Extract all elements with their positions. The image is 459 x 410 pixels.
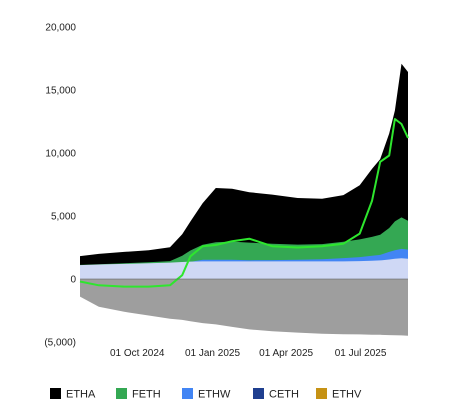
legend-swatch-ethw [182,388,193,399]
x-tick-label: 01 Oct 2024 [110,348,165,359]
y-tick-label: 10,000 [45,149,76,160]
net-flow-line [79,118,409,288]
legend-swatch-ethv [316,388,327,399]
legend-label-etha: ETHA [66,389,96,401]
legend-label-ceth: CETH [269,389,299,401]
area-base [80,258,408,279]
legend-swatch-ceth [253,388,264,399]
legend-label-feth: FETH [132,389,161,401]
x-tick-label: 01 Jan 2025 [185,348,240,359]
y-tick-label: 5,000 [51,212,76,223]
y-tick-label: 20,000 [45,23,76,34]
legend-swatch-feth [116,388,127,399]
x-tick-label: 01 Apr 2025 [259,348,313,359]
legend-swatch-etha [50,388,61,399]
y-tick-label: 0 [70,275,76,286]
legend-label-ethw: ETHW [198,389,231,401]
y-tick-label: (5,000) [44,338,76,349]
y-tick-label: 15,000 [45,86,76,97]
legend-label-ethv: ETHV [332,389,362,401]
area-etha [80,63,408,280]
area-outflow [80,279,408,336]
x-tick-label: 01 Jul 2025 [335,348,387,359]
